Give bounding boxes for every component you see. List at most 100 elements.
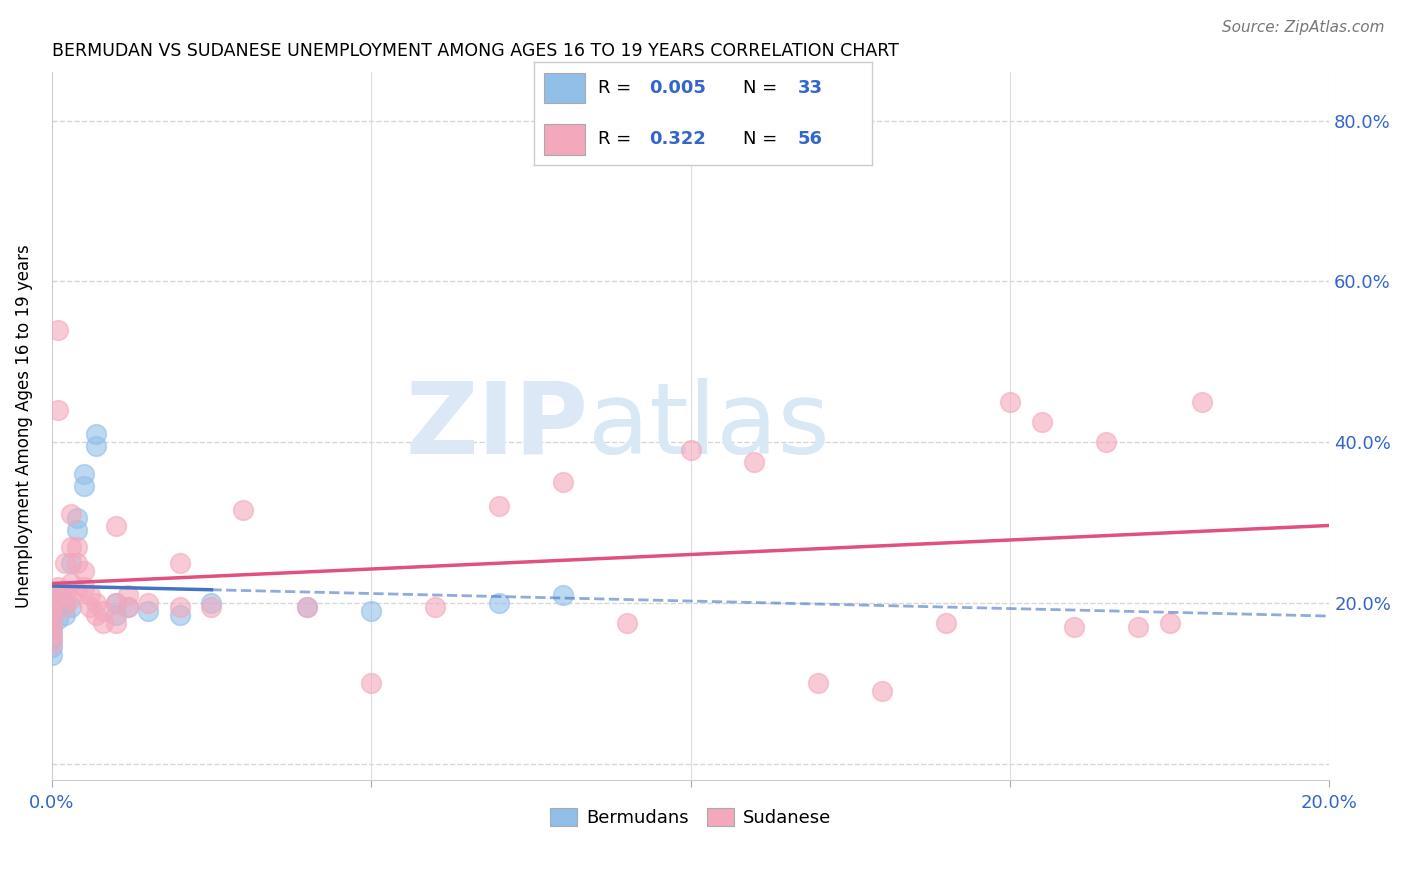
Point — [870, 684, 893, 698]
Point — [46, 403, 69, 417]
Point — [53, 556, 76, 570]
Point — [59, 508, 82, 522]
Point — [53, 607, 76, 622]
Point — [41, 632, 63, 646]
Point — [66, 540, 89, 554]
Point — [86, 439, 108, 453]
Point — [59, 591, 82, 606]
Point — [117, 599, 139, 614]
Point — [200, 599, 222, 614]
Point — [46, 599, 69, 614]
Y-axis label: Unemployment Among Ages 16 to 19 years: Unemployment Among Ages 16 to 19 years — [15, 244, 32, 607]
FancyBboxPatch shape — [544, 73, 585, 103]
Point — [1094, 435, 1116, 450]
Point — [73, 479, 96, 493]
Text: ZIP: ZIP — [405, 377, 588, 475]
Point — [41, 624, 63, 638]
Point — [488, 596, 510, 610]
Point — [41, 615, 63, 630]
Point — [86, 427, 108, 442]
Text: Source: ZipAtlas.com: Source: ZipAtlas.com — [1222, 20, 1385, 35]
Point — [41, 612, 63, 626]
Point — [104, 596, 127, 610]
Point — [59, 599, 82, 614]
Text: R =: R = — [599, 79, 637, 97]
Point — [41, 628, 63, 642]
Point — [73, 467, 96, 482]
Point — [41, 604, 63, 618]
Point — [46, 580, 69, 594]
Point — [41, 640, 63, 654]
Point — [169, 556, 191, 570]
Text: N =: N = — [744, 130, 783, 148]
Point — [117, 599, 139, 614]
Point — [41, 588, 63, 602]
Point — [136, 604, 159, 618]
Point — [232, 503, 254, 517]
Point — [46, 322, 69, 336]
Point — [86, 607, 108, 622]
Point — [360, 676, 382, 690]
Point — [41, 648, 63, 662]
Point — [104, 596, 127, 610]
Point — [1126, 620, 1149, 634]
Point — [41, 591, 63, 606]
Point — [46, 588, 69, 602]
Text: N =: N = — [744, 79, 783, 97]
Point — [104, 615, 127, 630]
Point — [1031, 415, 1053, 429]
Point — [41, 607, 63, 622]
Point — [935, 615, 957, 630]
Point — [616, 615, 638, 630]
Point — [53, 588, 76, 602]
Point — [41, 604, 63, 618]
Point — [551, 588, 574, 602]
Text: 33: 33 — [797, 79, 823, 97]
Point — [297, 599, 319, 614]
Point — [66, 524, 89, 538]
Point — [59, 540, 82, 554]
Point — [117, 588, 139, 602]
Point — [86, 596, 108, 610]
Point — [66, 556, 89, 570]
Point — [488, 500, 510, 514]
Point — [679, 443, 702, 458]
Point — [423, 599, 446, 614]
Point — [297, 599, 319, 614]
Point — [91, 615, 114, 630]
Point — [200, 596, 222, 610]
Point — [53, 599, 76, 614]
Point — [1191, 395, 1213, 409]
Point — [59, 556, 82, 570]
Point — [46, 612, 69, 626]
Point — [744, 455, 766, 469]
Text: atlas: atlas — [588, 377, 830, 475]
Point — [73, 580, 96, 594]
Point — [73, 564, 96, 578]
Point — [66, 511, 89, 525]
Point — [1159, 615, 1181, 630]
Point — [41, 596, 63, 610]
Point — [1063, 620, 1085, 634]
Text: 56: 56 — [797, 130, 823, 148]
Point — [136, 596, 159, 610]
Point — [807, 676, 830, 690]
Text: BERMUDAN VS SUDANESE UNEMPLOYMENT AMONG AGES 16 TO 19 YEARS CORRELATION CHART: BERMUDAN VS SUDANESE UNEMPLOYMENT AMONG … — [52, 42, 898, 60]
Point — [41, 620, 63, 634]
Legend: Bermudans, Sudanese: Bermudans, Sudanese — [543, 800, 838, 834]
Point — [91, 604, 114, 618]
Point — [41, 636, 63, 650]
Point — [59, 575, 82, 590]
Point — [66, 583, 89, 598]
FancyBboxPatch shape — [544, 124, 585, 155]
Point — [104, 607, 127, 622]
Text: R =: R = — [599, 130, 637, 148]
Text: 0.005: 0.005 — [650, 79, 706, 97]
Point — [360, 604, 382, 618]
Point — [79, 599, 101, 614]
Point — [79, 588, 101, 602]
Point — [41, 599, 63, 614]
Point — [104, 519, 127, 533]
Point — [169, 599, 191, 614]
Point — [41, 596, 63, 610]
